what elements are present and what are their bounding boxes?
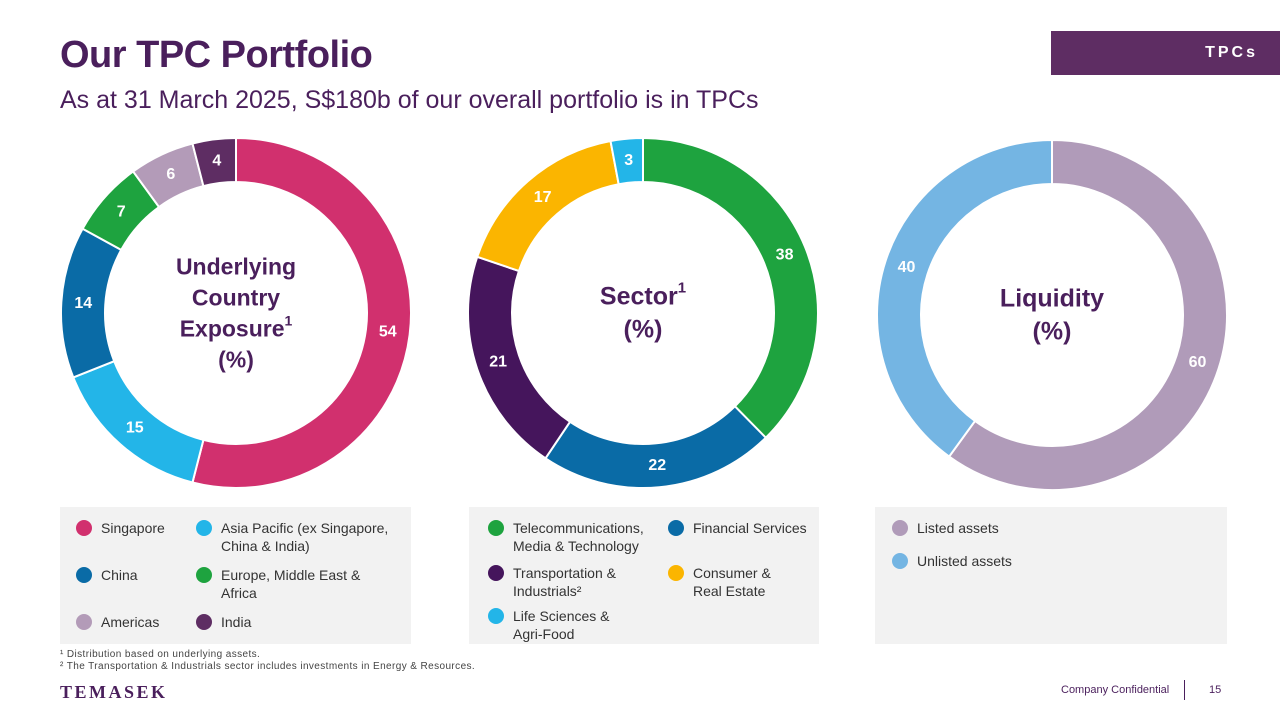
legend-dot (488, 565, 504, 581)
legend-dot (196, 614, 212, 630)
legend-dot (76, 614, 92, 630)
sector-donut: 38 22 21 17 3 Sector1 (%) (467, 136, 819, 489)
legend-item-life-sciences: Life Sciences & Agri-Food (488, 607, 610, 643)
temasek-logo: TEMASEK (60, 682, 168, 702)
legend-item-india: India (196, 613, 251, 631)
liquidity-donut: 60 40 Liquidity (%) (876, 138, 1228, 491)
slice-value-label: 4 (212, 153, 221, 170)
sector-legend: Telecommunications, Media & Technology F… (469, 507, 819, 644)
legend-dot (668, 565, 684, 581)
legend-item-china: China (76, 566, 138, 584)
legend-dot (892, 520, 908, 536)
slice-financial-services (544, 404, 768, 489)
footnote-2: ² The Transportation & Industrials secto… (60, 661, 476, 672)
slice-value-label: 14 (74, 295, 92, 312)
center-label-line: Underlying (176, 254, 296, 280)
legend-dot (892, 553, 908, 569)
slice-value-label: 40 (898, 259, 916, 276)
legend-item-financial-services: Financial Services (668, 519, 807, 537)
legend-label: Transportation & Industrials² (513, 565, 616, 599)
legend-dot (668, 520, 684, 536)
slice-value-label: 21 (489, 354, 507, 371)
slice-value-label: 15 (126, 419, 144, 436)
legend-item-singapore: Singapore (76, 519, 165, 537)
legend-dot (196, 567, 212, 583)
legend-item-listed: Listed assets (892, 519, 999, 537)
slice-life-sciences-agri-food (609, 136, 644, 186)
center-label-line: Liquidity (1000, 285, 1104, 313)
slice-listed-assets (947, 138, 1228, 491)
legend-item-asia-pacific: Asia Pacific (ex Singapore, China & Indi… (196, 519, 388, 555)
legend-dot (76, 520, 92, 536)
page-subtitle: As at 31 March 2025, S$180b of our overa… (60, 86, 759, 114)
slice-value-label: 3 (624, 152, 633, 169)
footer-divider (1184, 680, 1185, 700)
slice-singapore (191, 136, 412, 489)
legend-label: India (221, 614, 252, 630)
legend-label: Americas (101, 614, 160, 630)
legend-label: Consumer & Real Estate (693, 565, 771, 599)
legend-dot (488, 608, 504, 624)
legend-item-transportation: Transportation & Industrials² (488, 564, 616, 600)
legend-label: Singapore (101, 520, 165, 536)
center-label-line: (%) (624, 316, 663, 344)
liquidity-legend: Listed assets Unlisted assets (875, 507, 1227, 644)
slice-value-label: 60 (1189, 354, 1207, 371)
slice-telecommunications-media-technology (642, 136, 819, 440)
legend-item-emea: Europe, Middle East & Africa (196, 566, 360, 602)
legend-dot (76, 567, 92, 583)
legend-dot (488, 520, 504, 536)
center-label-line: Sector1 (600, 279, 686, 311)
legend-label: Financial Services (693, 520, 807, 536)
legend-dot (196, 520, 212, 536)
center-label-line: Exposure1 (180, 313, 293, 342)
slice-india (191, 136, 237, 188)
legend-item-tmt: Telecommunications, Media & Technology (488, 519, 644, 555)
slice-value-label: 7 (117, 203, 126, 220)
slice-value-label: 22 (648, 457, 666, 474)
legend-label: China (101, 567, 138, 583)
slice-transportation-industrials (467, 255, 572, 460)
slice-value-label: 6 (166, 166, 175, 183)
footnotes: ¹ Distribution based on underlying asset… (60, 649, 475, 673)
slice-value-label: 54 (379, 324, 397, 341)
slice-value-label: 17 (534, 189, 552, 206)
legend-label: Listed assets (917, 520, 999, 536)
footnote-1: ¹ Distribution based on underlying asset… (60, 649, 261, 660)
center-label-line: (%) (218, 347, 254, 373)
country-legend: Singapore Asia Pacific (ex Singapore, Ch… (60, 507, 411, 644)
center-label-line: Country (192, 285, 280, 311)
confidential-label: Company Confidential (1061, 684, 1170, 696)
slice-unlisted-assets (876, 138, 1053, 458)
center-label-line: (%) (1033, 318, 1072, 346)
legend-item-americas: Americas (76, 613, 159, 631)
legend-label: Unlisted assets (917, 553, 1012, 569)
legend-item-consumer-real-estate: Consumer & Real Estate (668, 564, 771, 600)
page-number: 15 (1209, 684, 1222, 696)
legend-label: Asia Pacific (ex Singapore, China & Indi… (221, 520, 389, 554)
section-tag: TPCs (1051, 31, 1280, 75)
legend-label: Life Sciences & Agri-Food (513, 608, 610, 642)
slice-value-label: 38 (776, 246, 794, 263)
page-title: Our TPC Portfolio (60, 34, 373, 76)
legend-label: Europe, Middle East & Africa (221, 567, 361, 601)
legend-label: Telecommunications, Media & Technology (513, 520, 644, 554)
legend-item-unlisted: Unlisted assets (892, 552, 1012, 570)
